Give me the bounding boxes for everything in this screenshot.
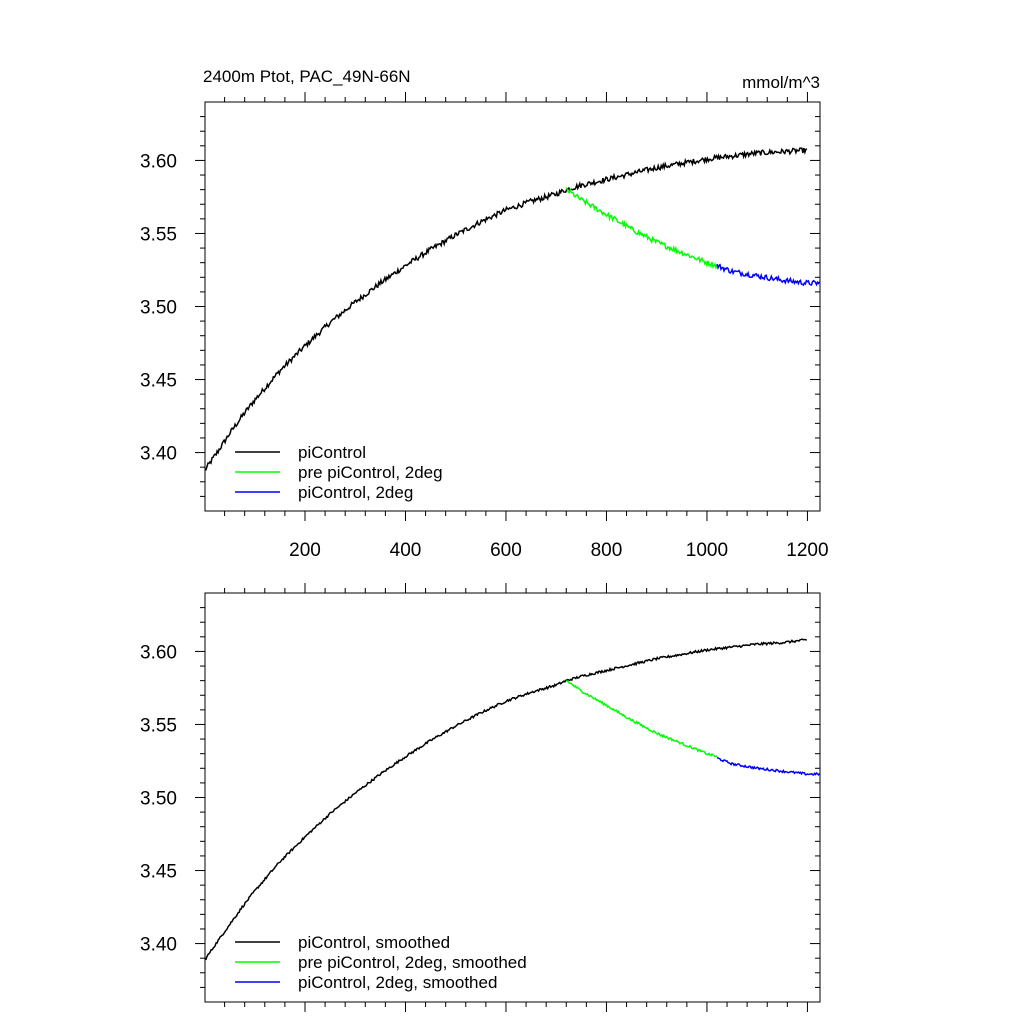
legend-label-pre-picontrol-2deg: pre piControl, 2deg xyxy=(298,463,443,482)
y-tick-label: 3.60 xyxy=(140,642,177,663)
y-tick-label: 3.40 xyxy=(140,444,177,465)
x-tick-label: 1000 xyxy=(686,540,728,561)
x-tick-label: 1200 xyxy=(786,540,828,561)
y-tick-label: 3.40 xyxy=(140,935,177,956)
series-line-picontrol-2deg xyxy=(716,263,821,287)
legend-label-picontrol-smoothed: piControl, smoothed xyxy=(298,933,450,952)
legend-label-picontrol-2deg: piControl, 2deg xyxy=(298,483,413,502)
chart-right-title: mmol/m^3 xyxy=(742,73,820,92)
y-tick-label: 3.60 xyxy=(140,151,177,172)
series-line-picontrol-smoothed xyxy=(204,638,808,961)
panel-top: 200 400 600 800 1000 1200 3.40 3.45 3.50 3.55 3.60… xyxy=(140,92,829,561)
chart-left-title: 2400m Ptot, PAC_49N-66N xyxy=(203,67,411,86)
legend-label-pre-picontrol-2deg-smoothed: pre piControl, 2deg, smoothed xyxy=(298,953,527,972)
x-tick-label: 200 xyxy=(289,540,321,561)
series-line-pre-picontrol-2deg-smoothed xyxy=(565,679,718,758)
y-tick-label: 3.55 xyxy=(140,715,177,736)
y-tick-label: 3.55 xyxy=(140,224,177,245)
y-tick-label: 3.50 xyxy=(140,298,177,319)
x-tick-label: 800 xyxy=(591,540,623,561)
series-line-picontrol-2deg-smoothed xyxy=(716,757,821,777)
legend-label-picontrol-2deg-smoothed: piControl, 2deg, smoothed xyxy=(298,973,497,992)
x-tick-label: 400 xyxy=(390,540,422,561)
series-line-picontrol xyxy=(204,147,808,471)
y-tick-label: 3.45 xyxy=(140,862,177,883)
y-tick-label: 3.45 xyxy=(140,371,177,392)
x-tick-label: 600 xyxy=(490,540,522,561)
y-tick-label: 3.50 xyxy=(140,789,177,810)
legend-label-picontrol: piControl xyxy=(298,443,366,462)
series-line-pre-picontrol-2deg xyxy=(565,187,718,270)
